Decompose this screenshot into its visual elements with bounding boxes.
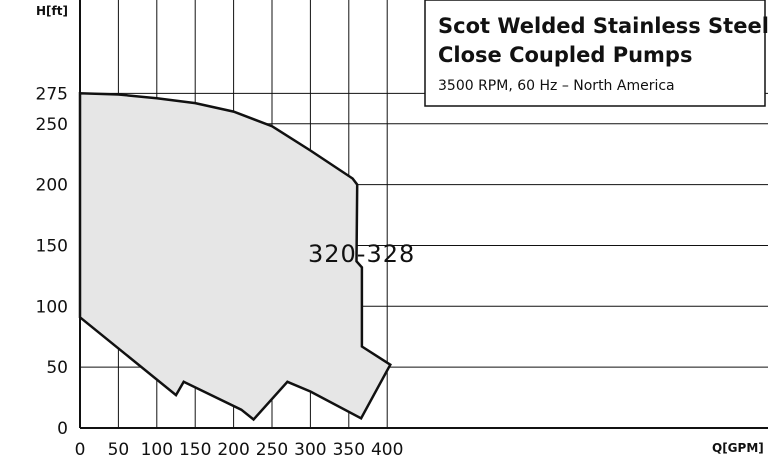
- chart-title: Scot Welded Stainless Steel,: [438, 14, 768, 38]
- series-label-320-328: 320-328: [308, 240, 415, 268]
- y-axis-label: H[ft]: [36, 4, 68, 18]
- y-tick-label: 100: [36, 297, 68, 317]
- x-axis-ticks: 0 50 100 150 200 250 300 350 400: [75, 440, 404, 460]
- y-tick-label: 250: [36, 115, 68, 135]
- title-box: [424, 0, 766, 107]
- y-axis-ticks: 0 50 100 150 200 250 275: [36, 84, 68, 439]
- performance-area: [78, 92, 392, 422]
- x-axis-label: Q[GPM]: [712, 441, 764, 455]
- y-tick-label: 150: [36, 236, 68, 256]
- y-tick-label: 200: [36, 176, 68, 196]
- y-tick-label: 275: [36, 84, 68, 104]
- x-tick-label: 50: [108, 440, 130, 460]
- series-area-320-328: [78, 92, 392, 422]
- x-tick-label: 0: [75, 440, 86, 460]
- y-tick-label: 50: [46, 358, 68, 378]
- y-tick-label: 0: [57, 419, 68, 439]
- chart-title-line2: Close Coupled Pumps: [438, 43, 692, 67]
- x-tick-label: 350: [333, 440, 365, 460]
- x-tick-label: 100: [141, 440, 173, 460]
- x-tick-label: 400: [371, 440, 403, 460]
- chart-subtitle: 3500 RPM, 60 Hz – North America: [438, 78, 675, 94]
- x-tick-label: 300: [294, 440, 326, 460]
- x-tick-label: 250: [256, 440, 288, 460]
- x-tick-label: 150: [179, 440, 211, 460]
- x-tick-label: 200: [217, 440, 249, 460]
